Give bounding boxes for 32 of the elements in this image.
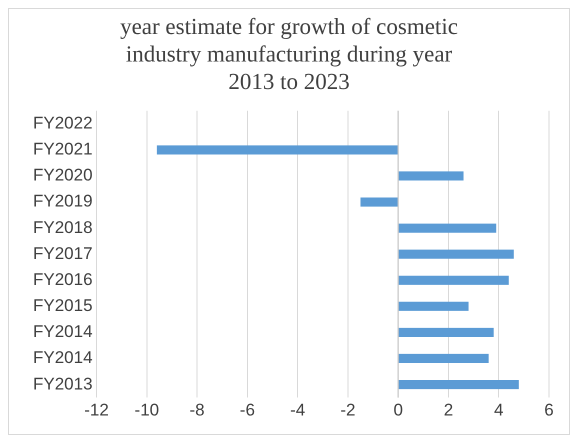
bar — [360, 197, 398, 207]
y-tick-label: FY2021 — [32, 140, 93, 159]
x-tick-label: 4 — [494, 400, 504, 420]
y-tick-label: FY2022 — [32, 114, 93, 133]
x-tick-label: -6 — [240, 400, 255, 420]
y-tick-label: FY2019 — [32, 192, 93, 211]
y-tick-label: FY2020 — [32, 166, 93, 185]
x-tick-label: -2 — [340, 400, 356, 420]
y-tick-label: FY2013 — [32, 374, 93, 394]
x-tick-label: 6 — [544, 400, 554, 420]
x-tick-label: -8 — [190, 400, 205, 420]
chart-title: year estimate for growth of cosmetic industry manufacturing during year 2013 to 2023 — [120, 14, 458, 94]
x-tick-label: 2 — [444, 400, 454, 420]
bar — [398, 250, 514, 259]
x-tick-label: -4 — [290, 400, 306, 420]
bar — [398, 302, 469, 311]
x-tick-label: -10 — [134, 400, 160, 420]
bar — [398, 328, 494, 337]
x-tick-label: -12 — [84, 400, 109, 420]
bar — [398, 354, 489, 364]
bar — [398, 224, 496, 233]
y-tick-label: FY2016 — [32, 270, 93, 289]
y-tick-label: FY2017 — [32, 244, 93, 263]
y-tick-label: FY2018 — [32, 218, 93, 237]
x-tick-label: 0 — [393, 400, 403, 420]
bar — [398, 276, 509, 285]
bar — [156, 145, 398, 154]
y-tick-label: FY2014 — [32, 348, 93, 368]
y-tick-label: FY2015 — [32, 296, 93, 316]
y-tick-label: FY2014 — [32, 322, 93, 342]
bar — [398, 380, 519, 390]
bar — [398, 171, 464, 181]
